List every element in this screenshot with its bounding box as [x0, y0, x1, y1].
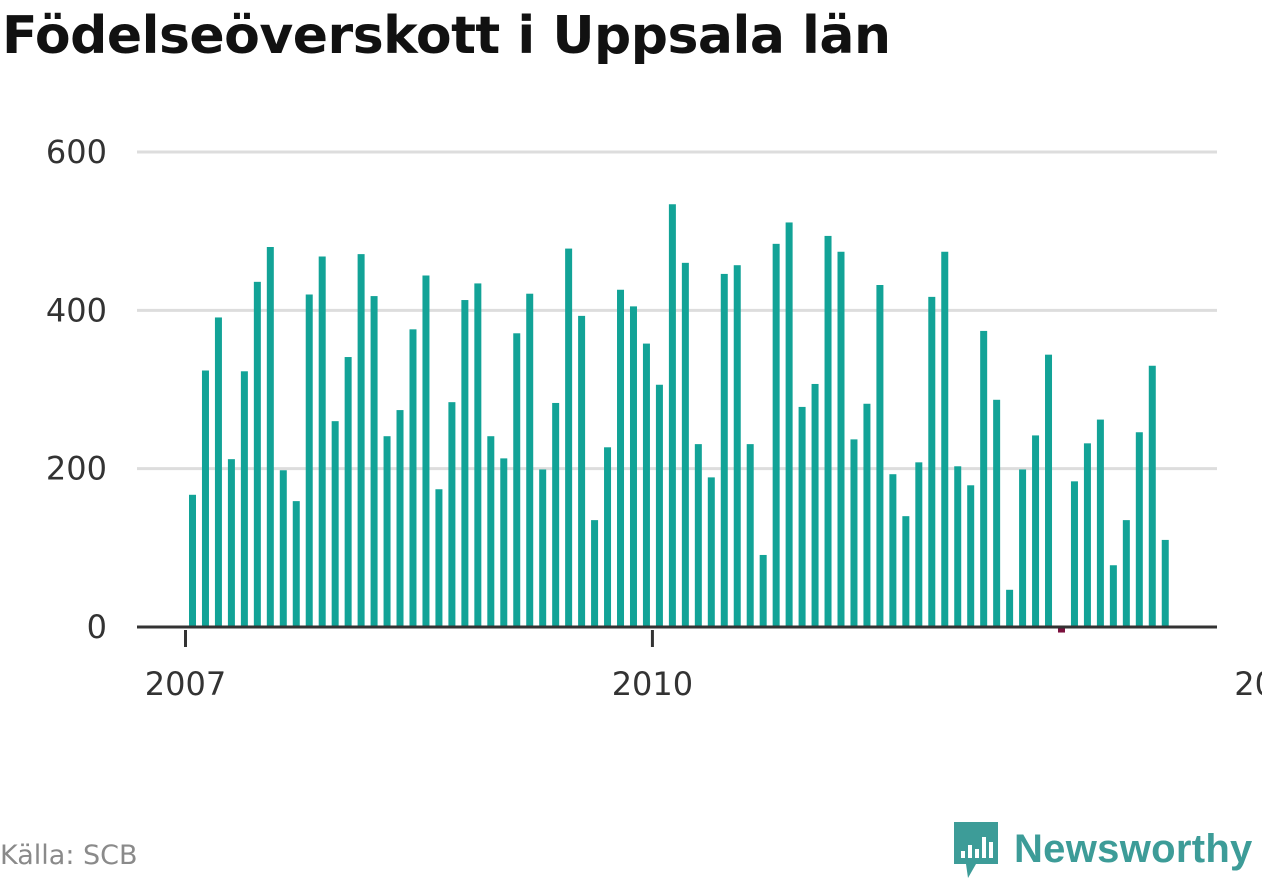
bar [772, 243, 780, 628]
bar [1161, 539, 1169, 627]
bar [928, 296, 936, 627]
bar [759, 554, 767, 627]
bars [189, 204, 1169, 633]
bar [409, 329, 417, 627]
bar [266, 247, 274, 627]
y-axis-labels: 0 200 400 600 [46, 133, 107, 646]
bar [578, 315, 586, 627]
x-tick-label: 2007 [145, 665, 226, 703]
bar [668, 204, 676, 627]
bar [655, 384, 663, 627]
brand-name: Newsworthy [1014, 826, 1253, 871]
bar [565, 248, 573, 628]
bar [383, 436, 391, 627]
bar [201, 370, 209, 627]
bar [539, 469, 547, 627]
bar [240, 371, 248, 627]
bar [993, 399, 1001, 627]
bar [1006, 589, 1014, 627]
bar [227, 459, 235, 627]
x-axis-labels: 200720102014201820222025 [145, 665, 1262, 703]
gridlines [137, 150, 1217, 471]
bar [980, 330, 988, 627]
bar [642, 343, 650, 627]
bar [513, 333, 521, 627]
bar [629, 306, 637, 627]
bar [448, 402, 456, 627]
bar [1057, 627, 1065, 633]
bar [279, 470, 287, 627]
bar [707, 477, 715, 627]
bar [785, 222, 793, 628]
bar [733, 265, 741, 627]
bar [344, 357, 352, 627]
y-tick-label: 0 [87, 608, 107, 646]
x-axis [137, 625, 1217, 647]
bar [798, 406, 806, 627]
bar [1135, 432, 1143, 627]
bar [1148, 365, 1156, 627]
chart-title: Födelseöverskott i Uppsala län [2, 6, 891, 66]
bar [1096, 419, 1104, 627]
bar [474, 283, 482, 627]
bar [214, 317, 222, 627]
x-tick-label: 2014 [1234, 665, 1262, 703]
bar [487, 436, 495, 627]
bar [357, 254, 365, 627]
bar [253, 281, 261, 627]
bar [902, 516, 910, 627]
source-label: Källa: SCB [0, 840, 138, 871]
bar [1019, 469, 1027, 627]
bar [318, 256, 326, 627]
bar [396, 410, 404, 627]
bar [617, 289, 625, 627]
bar [954, 466, 962, 627]
bar [305, 294, 313, 627]
bar [967, 485, 975, 627]
bar [1083, 443, 1091, 627]
bar [915, 462, 923, 627]
bar [863, 403, 871, 627]
bar [552, 402, 560, 627]
bar [591, 520, 599, 627]
bar [435, 489, 443, 627]
y-tick-label: 400 [46, 291, 107, 329]
bar [422, 275, 430, 627]
bar [876, 285, 884, 627]
bar [526, 293, 534, 627]
bar [746, 444, 754, 627]
bar-chart-speech-bubble-icon [954, 822, 998, 878]
bar [941, 251, 949, 627]
bar [837, 251, 845, 627]
bar [370, 296, 378, 627]
bar [1045, 354, 1053, 627]
bar [850, 439, 858, 627]
bar [189, 494, 196, 627]
bar [604, 447, 612, 627]
bar [694, 444, 702, 627]
newsworthy-logo: Newsworthy [950, 818, 1253, 880]
bar [1109, 565, 1117, 627]
bar [811, 383, 819, 627]
bar [461, 300, 469, 627]
bar [292, 501, 300, 627]
y-tick-label: 200 [46, 450, 107, 488]
bar [681, 262, 689, 627]
bar [824, 235, 832, 627]
bar [889, 474, 897, 627]
bar [1070, 481, 1078, 627]
bar [1122, 520, 1130, 627]
bar [720, 273, 728, 627]
bar [331, 421, 339, 627]
x-tick-label: 2010 [612, 665, 693, 703]
y-tick-label: 600 [46, 133, 107, 171]
bar [1032, 435, 1040, 627]
bar [500, 458, 508, 627]
